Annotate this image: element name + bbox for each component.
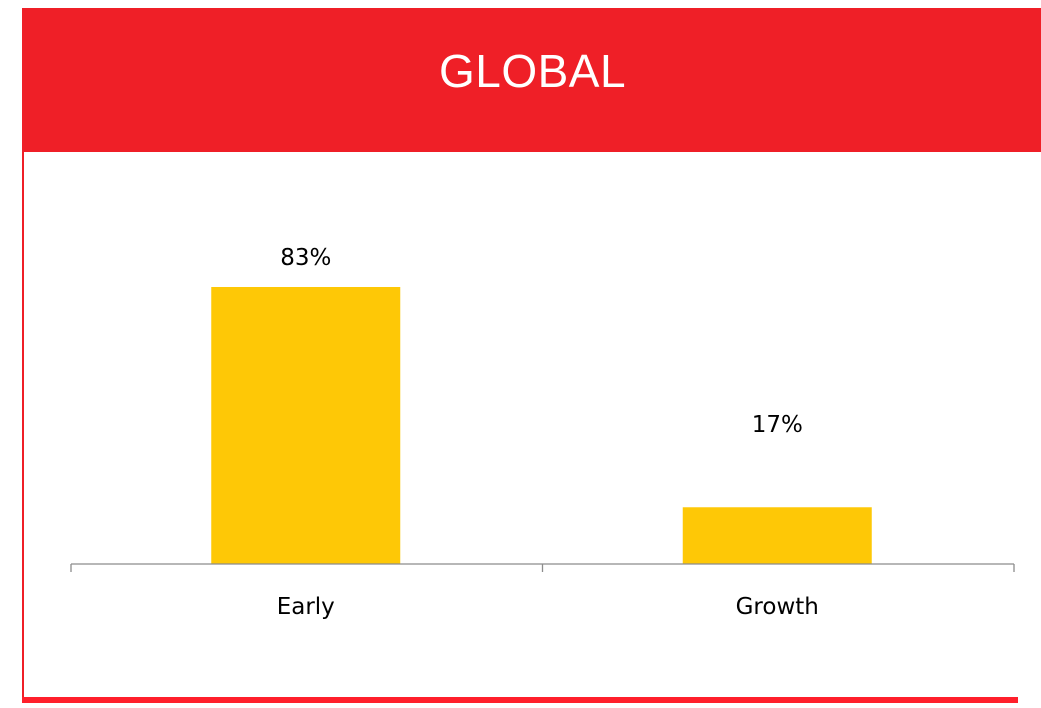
data-label-early: 83%	[280, 245, 331, 271]
bars-layer	[211, 287, 872, 564]
x-tick-label-growth: Growth	[736, 594, 819, 620]
bar-growth	[682, 507, 872, 564]
labels-layer: 83% Early 17% Growth	[277, 245, 819, 620]
bar-early	[211, 287, 401, 564]
data-label-growth: 17%	[752, 412, 803, 438]
bottom-border	[22, 697, 1018, 703]
left-border	[22, 8, 24, 703]
x-axis	[70, 563, 1015, 572]
x-tick-label-early: Early	[277, 594, 335, 620]
title-banner	[22, 8, 1041, 152]
chart-title: GLOBAL	[438, 45, 627, 97]
